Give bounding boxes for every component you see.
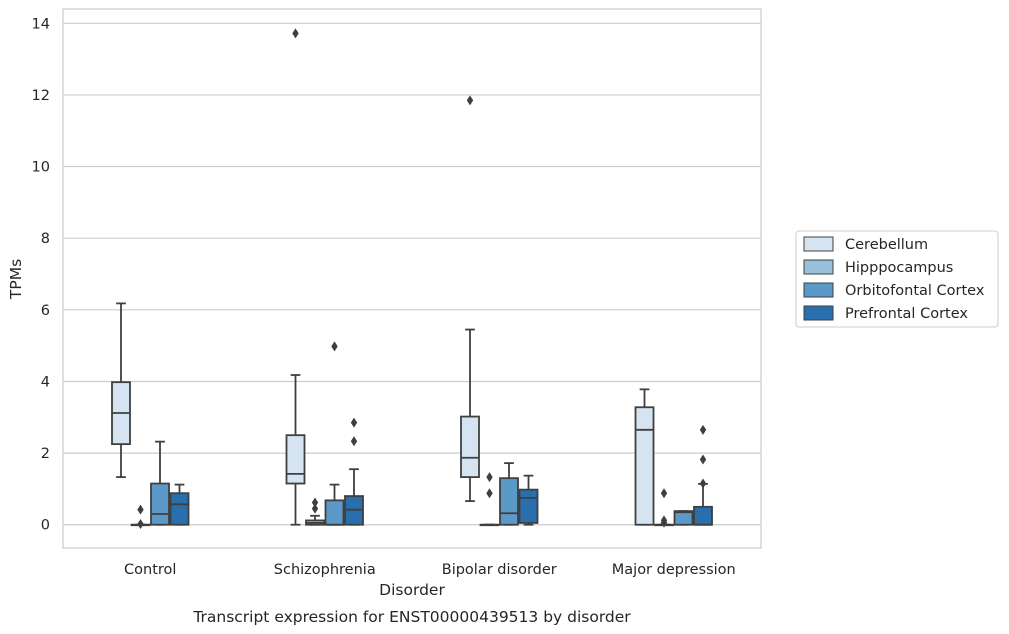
box-group xyxy=(344,417,364,526)
legend-label: Orbitofontal Cortex xyxy=(845,283,985,299)
outlier-point xyxy=(699,478,707,489)
box xyxy=(518,488,539,524)
outlier-point xyxy=(137,504,144,515)
x-tick-label: Major depression xyxy=(612,562,736,578)
legend: Cerebellum Hipppocampus Orbitofontal Corte… xyxy=(795,230,999,328)
box-group xyxy=(518,474,539,526)
y-tick-label: 8 xyxy=(41,231,50,247)
legend-swatch xyxy=(803,236,834,252)
box-group xyxy=(150,440,170,526)
box-group xyxy=(324,341,345,526)
legend-swatch xyxy=(803,305,834,321)
legend-swatch xyxy=(803,259,834,275)
y-tick-label: 6 xyxy=(41,303,50,319)
box xyxy=(150,482,170,526)
box-group xyxy=(654,488,674,528)
outlier-point xyxy=(486,472,493,483)
boxes xyxy=(111,28,713,530)
legend-swatch xyxy=(803,282,834,298)
ticks: 0 2 4 6 8 10 12 14 Control Schizophrenia Bipolar d… xyxy=(32,16,736,578)
chart-caption: Transcript expression for ENST0000043951… xyxy=(192,608,631,626)
box xyxy=(499,477,519,526)
x-tick-label: Control xyxy=(124,562,176,578)
box xyxy=(169,492,190,526)
box xyxy=(693,505,713,526)
outlier-point xyxy=(486,488,493,499)
box-group xyxy=(479,472,500,527)
outlier-point xyxy=(350,417,358,428)
outlier-point xyxy=(137,519,144,530)
box xyxy=(285,434,306,485)
y-tick-label: 4 xyxy=(41,374,50,390)
box-group xyxy=(634,388,655,526)
outlier-point xyxy=(292,28,299,39)
x-axis-label: Disorder xyxy=(379,581,445,599)
outlier-point xyxy=(699,424,707,435)
box-group xyxy=(305,497,325,526)
x-tick-label: Schizophrenia xyxy=(274,562,376,578)
box xyxy=(634,406,655,526)
x-tick-label: Bipolar disorder xyxy=(442,562,557,578)
outlier-point xyxy=(350,436,358,447)
y-tick-label: 2 xyxy=(41,446,50,462)
legend-frame xyxy=(795,230,999,328)
outlier-point xyxy=(311,503,319,514)
box-group xyxy=(499,462,519,526)
legend-label: Hipppocampus xyxy=(845,260,953,276)
box xyxy=(324,499,345,526)
y-tick-label: 0 xyxy=(41,518,50,534)
outlier-point xyxy=(660,488,668,499)
outlier-point xyxy=(311,497,319,508)
box-group xyxy=(285,28,306,526)
box-group xyxy=(460,95,480,502)
y-tick-label: 12 xyxy=(32,88,50,104)
outlier-point xyxy=(699,454,707,465)
box-group xyxy=(169,483,190,526)
y-axis-label: TPMs xyxy=(7,259,25,300)
box-group xyxy=(673,510,694,526)
y-tick-label: 10 xyxy=(32,160,50,176)
outlier-point xyxy=(466,95,474,106)
box xyxy=(673,510,694,526)
box-group xyxy=(111,302,131,478)
gridlines xyxy=(63,22,761,526)
box-group xyxy=(693,424,713,526)
legend-label: Prefrontal Cortex xyxy=(845,306,968,322)
box-group xyxy=(130,504,151,530)
legend-label: Cerebellum xyxy=(845,237,928,253)
outlier-point xyxy=(660,515,668,526)
outlier-point xyxy=(331,341,338,352)
y-tick-label: 14 xyxy=(32,16,50,32)
plot-frame xyxy=(62,8,762,549)
box xyxy=(460,415,480,478)
